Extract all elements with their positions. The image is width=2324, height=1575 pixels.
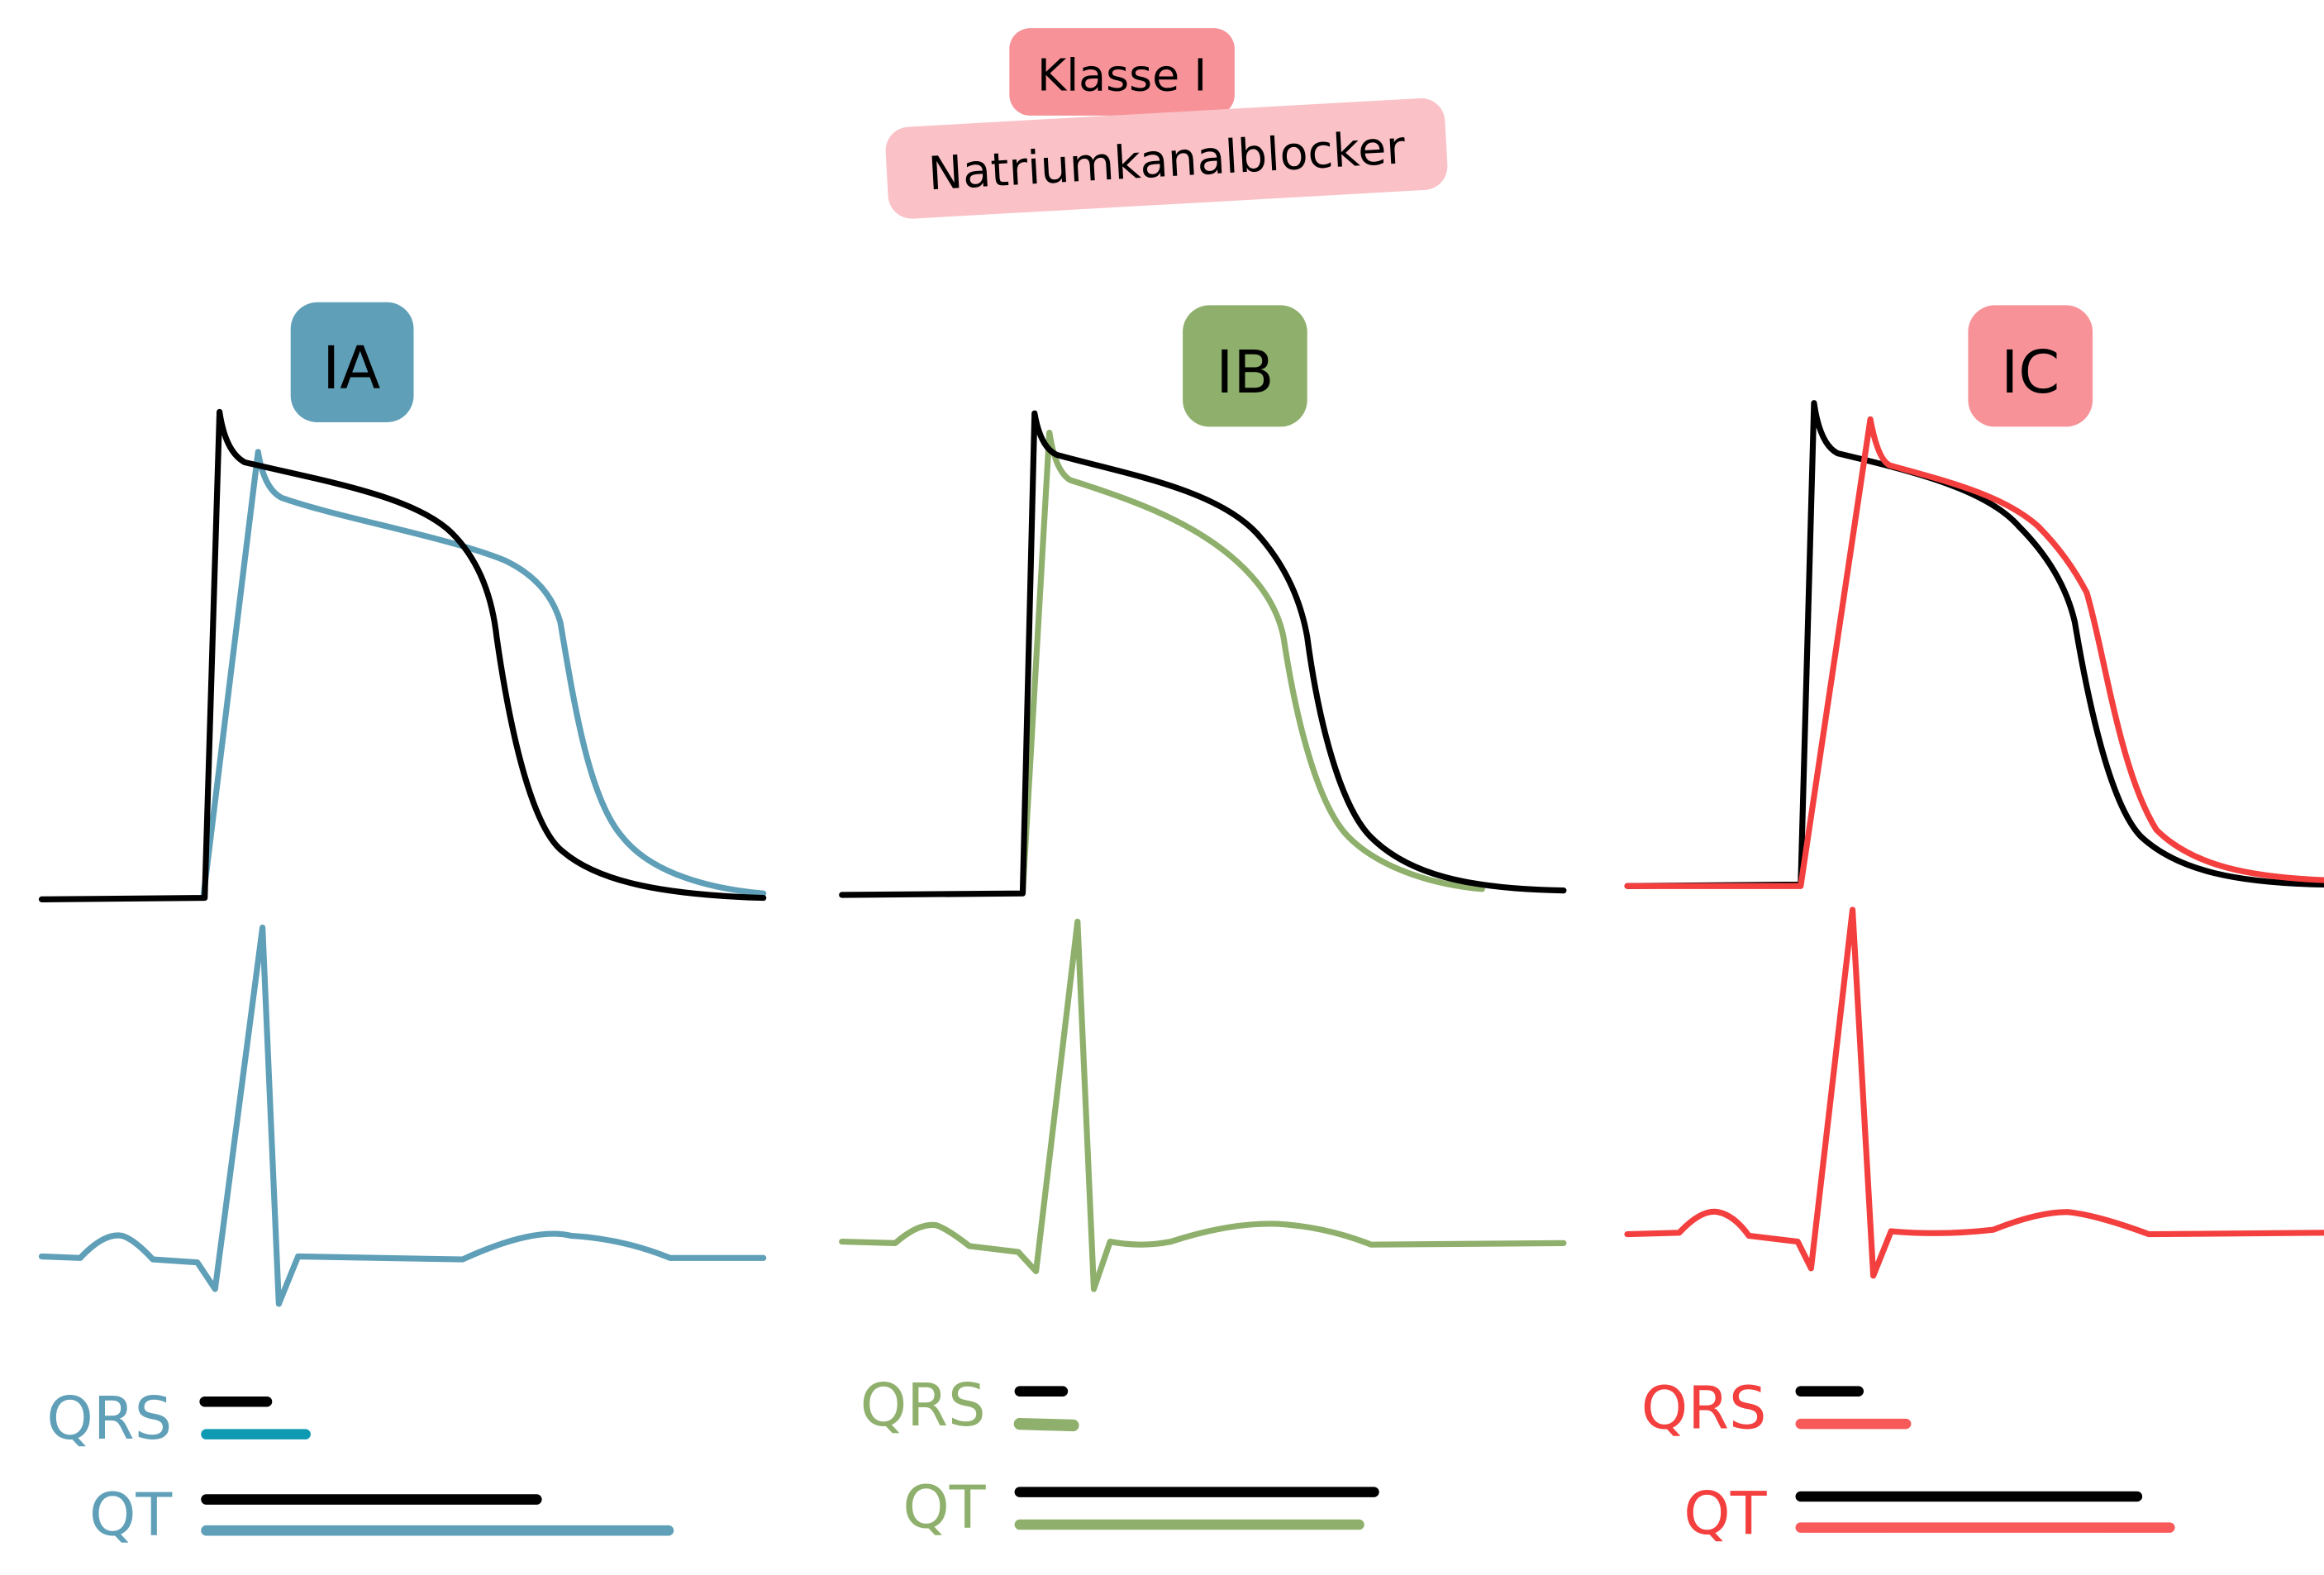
ia-qt-label: QT [89, 1480, 173, 1549]
class-badge-ia-label: IA [322, 333, 380, 402]
ia-baseline-action-potential [38, 408, 767, 902]
panel-ia: IA QRS QT [38, 302, 767, 1549]
panel-ib: IB QRS QT [839, 305, 1567, 1542]
subtitle-badge: Natriumkanalblocker [885, 98, 1448, 219]
ia-qrs-label: QRS [46, 1383, 172, 1453]
title-badge: Klasse I [1009, 28, 1235, 116]
class-badge-ic-bg [1968, 305, 2093, 427]
class-badge-ib-label: IB [1216, 337, 1274, 407]
panel-ic: IC QRS QT [1624, 305, 2324, 1548]
ic-baseline-action-potential [1624, 400, 2324, 889]
class-badge-ic: IC [1968, 305, 2093, 427]
class-badge-ib: IB [1183, 305, 1307, 427]
ia-drug-action-potential [200, 449, 767, 902]
ia-ecg-trace [38, 924, 767, 1307]
ib-ecg-trace [839, 918, 1567, 1292]
ib-qrs-drug-bar [1013, 1417, 1079, 1432]
class-badge-ib-bg [1183, 305, 1307, 427]
class-badge-ia: IA [290, 302, 414, 423]
class-badge-ia-bg [290, 302, 414, 423]
ic-ecg-trace [1624, 906, 2324, 1279]
ic-qrs-label: QRS [1641, 1373, 1767, 1442]
ib-baseline-action-potential [839, 410, 1567, 898]
title-badge-bg [1009, 28, 1235, 116]
subtitle-badge-bg [885, 98, 1448, 219]
ic-drug-action-potential [1624, 416, 2324, 889]
ib-drug-action-potential [1019, 429, 1485, 897]
ib-qrs-label: QRS [860, 1370, 986, 1439]
ib-qt-label: QT [902, 1473, 986, 1542]
ic-qt-label: QT [1683, 1478, 1767, 1548]
title-text: Klasse I [1037, 49, 1207, 101]
class-badge-ic-label: IC [2001, 337, 2060, 407]
